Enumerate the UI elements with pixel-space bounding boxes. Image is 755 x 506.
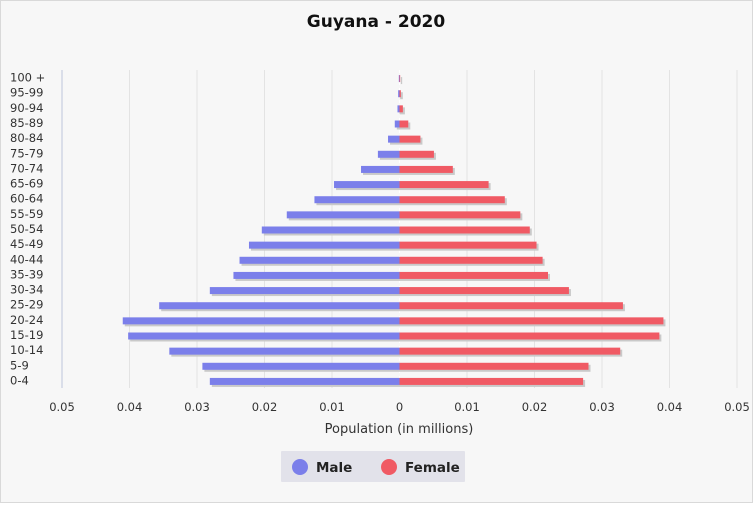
female-bar-70-74[interactable]: [399, 165, 453, 173]
male-bar-80-84[interactable]: [388, 135, 400, 143]
male-bar-50-54[interactable]: [261, 226, 400, 234]
female-bar-0-4[interactable]: [399, 377, 584, 385]
bars: [122, 75, 666, 387]
y-tick-label: 10-14: [10, 343, 43, 357]
male-bar-55-59[interactable]: [286, 211, 400, 219]
female-bar-65-69[interactable]: [399, 181, 489, 189]
legend-marker-female[interactable]: [381, 459, 397, 475]
y-tick-label: 55-59: [10, 207, 43, 221]
y-tick-label: 0-4: [10, 373, 29, 387]
male-bar-5-9[interactable]: [202, 362, 400, 370]
x-tick-label: 0.01: [319, 400, 345, 414]
bar-shadow: [401, 77, 403, 85]
x-tick-label: 0.05: [724, 400, 750, 414]
male-bar-95-99[interactable]: [398, 90, 400, 98]
female-bar-80-84[interactable]: [399, 135, 421, 143]
male-bar-45-49[interactable]: [248, 241, 400, 249]
y-tick-label: 25-29: [10, 298, 43, 312]
bar-shadow: [401, 107, 405, 115]
female-bar-60-64[interactable]: [399, 196, 505, 204]
y-tick-label: 85-89: [10, 116, 43, 130]
female-bar-25-29[interactable]: [399, 302, 623, 310]
female-bar-15-19[interactable]: [399, 332, 660, 340]
x-tick-label: 0.02: [252, 400, 278, 414]
male-bar-85-89[interactable]: [394, 120, 400, 128]
y-tick-label: 40-44: [10, 252, 43, 266]
y-tick-label: 100 +: [10, 71, 45, 85]
male-bar-0-4[interactable]: [209, 377, 400, 385]
x-tick-label: 0.04: [117, 400, 143, 414]
y-tick-label: 60-64: [10, 192, 43, 206]
female-bar-100 +[interactable]: [399, 75, 401, 83]
male-bar-15-19[interactable]: [128, 332, 400, 340]
legend-marker-male[interactable]: [292, 459, 308, 475]
male-bar-35-39[interactable]: [233, 271, 400, 279]
female-bar-75-79[interactable]: [399, 150, 434, 158]
y-tick-label: 5-9: [10, 358, 29, 372]
female-bar-55-59[interactable]: [399, 211, 521, 219]
bar-shadow: [400, 77, 402, 85]
male-bar-30-34[interactable]: [209, 287, 400, 295]
x-tick-label: 0.03: [589, 400, 615, 414]
y-tick-label: 30-34: [10, 283, 43, 297]
female-bar-30-34[interactable]: [399, 287, 569, 295]
y-tick-label: 80-84: [10, 131, 43, 145]
x-axis-title: Population (in millions): [325, 422, 474, 437]
legend[interactable]: Male Female: [281, 451, 465, 482]
male-bar-40-44[interactable]: [239, 256, 400, 264]
x-tick-label: 0.04: [657, 400, 683, 414]
y-tick-label: 75-79: [10, 146, 43, 160]
male-bar-20-24[interactable]: [122, 317, 400, 325]
chart-title: Guyana - 2020: [307, 12, 446, 32]
male-bar-100 +[interactable]: [398, 75, 400, 83]
male-bar-75-79[interactable]: [377, 150, 400, 158]
male-bar-10-14[interactable]: [169, 347, 400, 355]
legend-label-female[interactable]: Female: [405, 460, 460, 476]
x-axis-labels: 0.05 0.04 0.03 0.02 0.01 0 0.01 0.02 0.03 0.04 0.0…: [49, 400, 750, 414]
legend-box: [281, 451, 465, 482]
y-tick-label: 45-49: [10, 237, 43, 251]
female-bar-10-14[interactable]: [399, 347, 621, 355]
male-bar-90-94[interactable]: [397, 105, 400, 113]
x-tick-label: 0: [396, 400, 403, 414]
female-bar-50-54[interactable]: [399, 226, 530, 234]
x-tick-label: 0.01: [454, 400, 480, 414]
female-bar-20-24[interactable]: [399, 317, 664, 325]
y-tick-label: 20-24: [10, 313, 43, 327]
male-bar-25-29[interactable]: [159, 302, 400, 310]
female-bar-90-94[interactable]: [399, 105, 403, 113]
y-tick-label: 15-19: [10, 328, 43, 342]
y-tick-label: 90-94: [10, 101, 43, 115]
y-tick-label: 95-99: [10, 86, 43, 100]
female-bar-5-9[interactable]: [399, 362, 589, 370]
y-tick-label: 50-54: [10, 222, 43, 236]
x-tick-label: 0.05: [49, 400, 75, 414]
y-tick-label: 35-39: [10, 267, 43, 281]
bar-shadow: [401, 92, 403, 100]
male-bar-70-74[interactable]: [361, 165, 400, 173]
female-bar-85-89[interactable]: [399, 120, 409, 128]
y-tick-label: 65-69: [10, 177, 43, 191]
x-tick-label: 0.02: [522, 400, 548, 414]
female-bar-35-39[interactable]: [399, 271, 549, 279]
female-bar-40-44[interactable]: [399, 256, 543, 264]
female-bar-45-49[interactable]: [399, 241, 537, 249]
male-bar-65-69[interactable]: [334, 181, 400, 189]
male-bar-60-64[interactable]: [314, 196, 400, 204]
y-tick-label: 70-74: [10, 161, 43, 175]
legend-label-male[interactable]: Male: [316, 460, 352, 476]
x-tick-label: 0.03: [184, 400, 210, 414]
female-bar-95-99[interactable]: [399, 90, 401, 98]
